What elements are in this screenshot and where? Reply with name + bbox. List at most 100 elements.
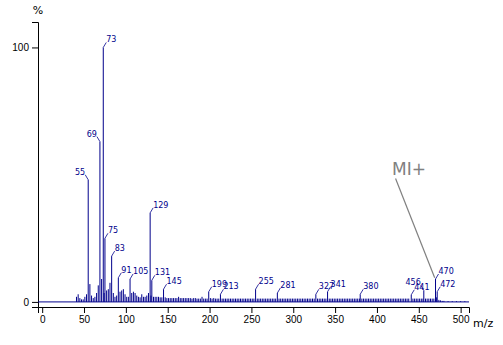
label-leader: [421, 285, 424, 290]
label-leader: [85, 175, 88, 180]
x-tick-mark: [419, 307, 420, 313]
peak: [202, 297, 203, 302]
peak: [178, 297, 179, 302]
baseline: [38, 301, 469, 302]
peak: [166, 298, 167, 302]
peak-label: 73: [106, 35, 116, 44]
peak: [78, 294, 79, 302]
x-tick-mark: [168, 307, 169, 313]
peak: [411, 295, 412, 302]
peak: [170, 298, 171, 302]
x-tick-mark: [210, 307, 211, 313]
annotation-line: [396, 179, 435, 278]
peak-label: 105: [133, 267, 148, 276]
peak: [151, 280, 152, 302]
peak: [175, 298, 176, 302]
x-tick-mark: [335, 307, 336, 313]
x-tick-mark: [461, 307, 462, 313]
peak: [150, 213, 151, 302]
annotation-label: MI+: [392, 159, 426, 179]
x-tick: 350: [327, 307, 344, 325]
label-leader: [97, 137, 100, 142]
peak-label: 91: [121, 266, 131, 275]
y-axis-line: [32, 23, 39, 308]
peak: [186, 298, 187, 302]
x-tick: 200: [202, 307, 219, 325]
x-tick-mark: [42, 307, 43, 313]
peak-label: 281: [280, 281, 295, 290]
x-tick-label: 150: [160, 314, 177, 325]
annotations: 5569737583911051291311451992132552813273…: [75, 35, 455, 294]
x-tick-label: 500: [453, 314, 470, 325]
peak: [210, 298, 211, 302]
peak: [146, 296, 147, 302]
chart-container: 0501001502002503003504004505000100m/z%55…: [0, 0, 503, 345]
peak-label: 472: [440, 280, 455, 289]
peak: [131, 293, 132, 302]
peak: [173, 298, 174, 302]
x-tick: 450: [411, 307, 428, 325]
x-axis-line: [39, 308, 470, 314]
peak-label: 145: [167, 277, 182, 286]
peak: [360, 294, 361, 302]
peak: [141, 294, 142, 302]
peak: [125, 294, 126, 302]
x-tick-label: 400: [369, 314, 386, 325]
x-tick-label: 300: [285, 314, 302, 325]
peak: [114, 297, 115, 302]
peak: [155, 297, 156, 302]
peak: [156, 297, 157, 302]
peak: [123, 289, 124, 302]
peak-label: 380: [363, 282, 378, 291]
peak: [315, 294, 316, 302]
peak: [128, 297, 129, 302]
peak: [168, 298, 169, 302]
peak: [193, 298, 194, 302]
peak: [135, 293, 136, 302]
y-tick-label: 100: [12, 42, 29, 53]
plot: 0501001502002503003504004505000100m/z%55…: [12, 4, 493, 330]
peak-label: 131: [155, 268, 170, 277]
peak-label: 341: [331, 280, 346, 289]
peak: [145, 297, 146, 302]
peak: [136, 296, 137, 302]
y-tick-mark: [32, 47, 38, 48]
peak: [140, 297, 141, 302]
peak-label: 83: [115, 244, 125, 253]
x-tick: 400: [369, 307, 386, 325]
peak: [143, 297, 144, 302]
peak: [153, 297, 154, 302]
x-tick-mark: [84, 307, 85, 313]
x-axis: 050100150200250300350400450500: [39, 307, 470, 325]
peak: [101, 279, 102, 302]
peak: [126, 297, 127, 302]
peak: [76, 297, 77, 302]
peak: [108, 289, 109, 302]
peak: [190, 298, 191, 302]
peak: [133, 292, 134, 302]
peak: [213, 298, 214, 302]
peak: [437, 292, 438, 302]
peaks: [38, 47, 469, 301]
x-tick-mark: [126, 307, 127, 313]
x-tick-label: 350: [327, 314, 344, 325]
peak: [255, 289, 256, 302]
y-axis: 0100: [12, 23, 38, 308]
peak: [161, 297, 162, 302]
peak: [130, 279, 131, 302]
peak: [93, 298, 94, 302]
peak: [103, 47, 104, 301]
peak: [84, 297, 85, 302]
peak: [180, 298, 181, 302]
peak: [160, 297, 161, 302]
peak: [277, 293, 278, 302]
peak: [79, 298, 80, 302]
y-axis-title: %: [33, 4, 43, 17]
peak: [220, 294, 221, 302]
peak: [86, 294, 87, 302]
peak-label: 255: [259, 277, 274, 286]
peak: [195, 298, 196, 302]
x-tick: 250: [244, 307, 261, 325]
peak-label: 470: [439, 267, 454, 276]
x-tick-label: 50: [79, 314, 91, 325]
